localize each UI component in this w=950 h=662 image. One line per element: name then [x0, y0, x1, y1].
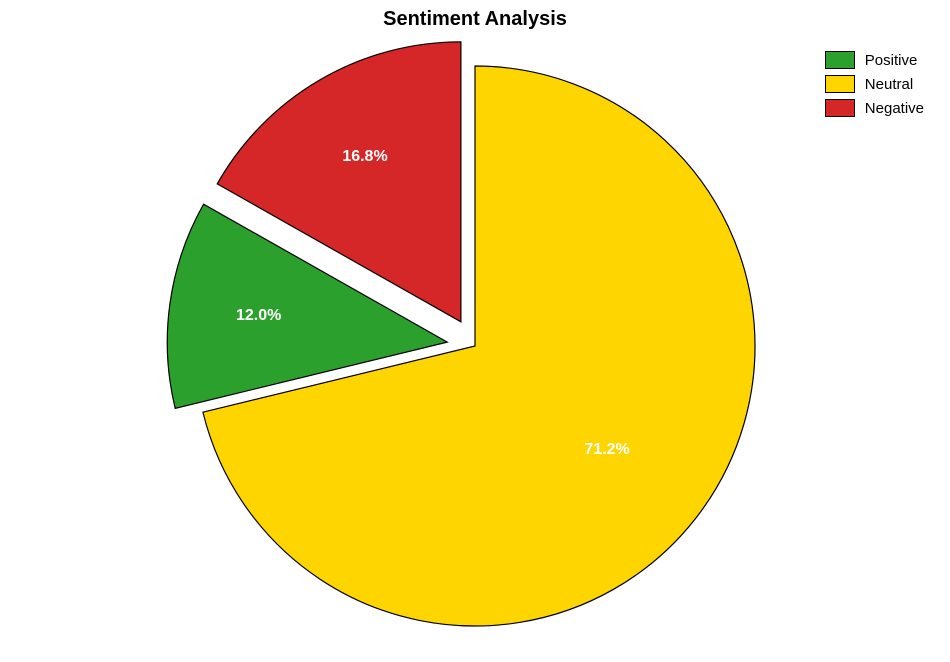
legend-label-neutral: Neutral	[865, 76, 913, 93]
legend-swatch-negative	[825, 99, 855, 117]
legend-item-neutral: Neutral	[825, 72, 924, 96]
pie-chart	[0, 0, 950, 662]
legend-item-negative: Negative	[825, 96, 924, 120]
slice-label-neutral: 71.2%	[584, 441, 629, 459]
legend-label-negative: Negative	[865, 100, 924, 117]
slice-label-negative: 16.8%	[342, 148, 387, 166]
legend-swatch-positive	[825, 51, 855, 69]
legend-item-positive: Positive	[825, 48, 924, 72]
chart-container: Sentiment Analysis Positive Neutral Nega…	[0, 0, 950, 662]
legend-label-positive: Positive	[865, 52, 918, 69]
legend-swatch-neutral	[825, 75, 855, 93]
legend: Positive Neutral Negative	[825, 48, 924, 120]
slice-label-positive: 12.0%	[236, 307, 281, 325]
